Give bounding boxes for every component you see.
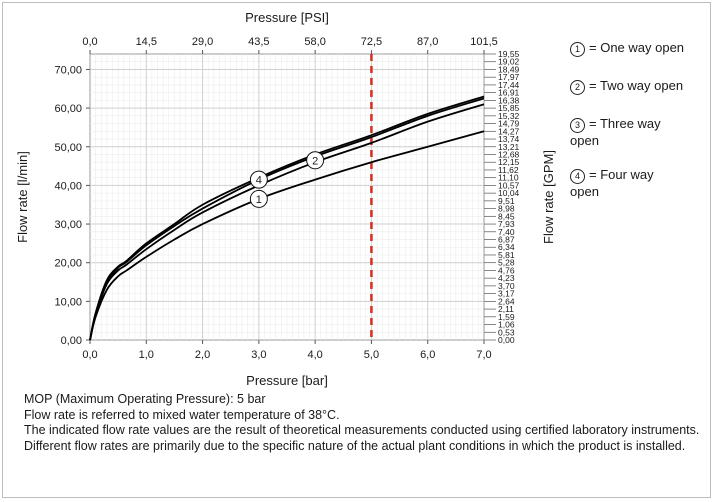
right-tick-label: 11,62 (498, 165, 519, 175)
legend-text-3: = Three way open (570, 116, 661, 148)
curve-marker-circle-4 (249, 170, 268, 189)
note-mop: MOP (Maximum Operating Pressure): 5 bar (24, 392, 266, 406)
series-line-4 (89, 95, 485, 341)
legend-number-1: 1 (570, 42, 585, 57)
curve-marker-circle-2 (306, 151, 325, 170)
right-tick-label: 6,87 (498, 235, 515, 245)
curve-marker-label-2: 2 (312, 155, 318, 167)
right-tick-label: 11,10 (498, 173, 519, 183)
y-tick-label: 70,00 (54, 64, 82, 76)
legend-number-2: 2 (570, 80, 585, 95)
top-tick-label: 14,5 (136, 36, 157, 48)
right-tick-label: 3,70 (498, 281, 515, 291)
note-measurements: The indicated flow rate values are the r… (24, 423, 700, 437)
y-tick-label: 50,00 (54, 142, 82, 154)
legend-item-3: 3 = Three way open (570, 116, 688, 148)
y-tick-label: 60,00 (54, 103, 82, 115)
legend-item-1: 1 = One way open (570, 40, 710, 57)
right-tick-label: 12,68 (498, 149, 520, 159)
right-tick-label: 17,44 (498, 80, 520, 90)
x-tick-label: 1,0 (139, 349, 154, 361)
y-tick-label: 20,00 (54, 258, 82, 270)
right-tick-label: 13,74 (498, 134, 520, 144)
top-tick-label: 0,0 (82, 36, 97, 48)
right-tick-label: 0,00 (498, 335, 515, 345)
x-tick-label: 2,0 (195, 349, 210, 361)
curve-marker-label-4: 4 (256, 175, 262, 187)
right-tick-label: 16,91 (498, 88, 520, 98)
note-plant-conditions: Different flow rates are primarily due t… (24, 438, 686, 453)
figure-frame (2, 2, 711, 498)
x-tick-label: 0,0 (82, 349, 97, 361)
top-tick-label: 87,0 (417, 36, 438, 48)
right-tick-label: 1,06 (498, 320, 515, 330)
x-tick-label: 7,0 (476, 349, 491, 361)
legend-text-2: = Two way open (589, 78, 684, 93)
right-tick-label: 15,32 (498, 111, 520, 121)
right-tick-label: 8,98 (498, 204, 515, 214)
top-tick-label: 29,0 (192, 36, 213, 48)
right-tick-label: 19,55 (498, 49, 520, 59)
right-tick-label: 8,45 (498, 211, 515, 221)
right-tick-label: 19,02 (498, 57, 520, 67)
right-tick-label: 4,76 (498, 265, 515, 275)
right-tick-label: 10,04 (498, 188, 520, 198)
x-tick-label: 5,0 (364, 349, 379, 361)
legend-text-1: = One way open (589, 40, 685, 55)
y-tick-label: 10,00 (54, 296, 82, 308)
series-line-1 (89, 130, 485, 341)
right-tick-label: 13,21 (498, 142, 520, 152)
y-tick-label: 0,00 (61, 335, 82, 347)
right-axis-title: Flow rate [GPM] (541, 150, 556, 244)
right-tick-label: 17,97 (498, 72, 520, 82)
right-tick-label: 3,17 (498, 289, 515, 299)
legend-text-4: = Four way open (570, 167, 654, 199)
right-tick-label: 16,38 (498, 95, 520, 105)
legend-number-3: 3 (570, 118, 585, 133)
chart-notes: MOP (Maximum Operating Pressure): 5 bar … (24, 392, 704, 454)
right-tick-label: 4,23 (498, 273, 515, 283)
right-tick-label: 7,40 (498, 227, 515, 237)
right-tick-label: 14,27 (498, 126, 520, 136)
top-tick-label: 101,5 (470, 36, 498, 48)
right-tick-label: 5,81 (498, 250, 515, 260)
legend-item-2: 2 = Two way open (570, 78, 710, 95)
right-tick-label: 1,59 (498, 312, 515, 322)
legend-number-4: 4 (570, 169, 585, 184)
y-tick-label: 30,00 (54, 219, 82, 231)
x-axis-title: Pressure [bar] (246, 373, 328, 388)
legend-item-4: 4 = Four way open (570, 167, 660, 199)
right-tick-label: 6,34 (498, 242, 515, 252)
right-tick-label: 14,79 (498, 119, 520, 129)
right-tick-label: 0,53 (498, 327, 515, 337)
note-temperature: Flow rate is referred to mixed water tem… (24, 407, 340, 422)
x-tick-label: 3,0 (251, 349, 266, 361)
right-tick-label: 9,51 (498, 196, 515, 206)
top-axis-title: Pressure [PSI] (245, 10, 329, 25)
right-tick-label: 2,64 (498, 296, 515, 306)
right-tick-label: 15,85 (498, 103, 520, 113)
y-axis-title: Flow rate [l/min] (15, 151, 30, 243)
curve-marker-circle-1 (249, 189, 268, 208)
top-tick-label: 72,5 (361, 36, 382, 48)
x-tick-label: 6,0 (420, 349, 435, 361)
top-tick-label: 58,0 (304, 36, 325, 48)
right-tick-label: 12,15 (498, 157, 520, 167)
right-tick-label: 7,93 (498, 219, 515, 229)
right-tick-label: 5,28 (498, 258, 515, 268)
y-tick-label: 40,00 (54, 180, 82, 192)
top-tick-label: 43,5 (248, 36, 269, 48)
curve-marker-label-1: 1 (256, 194, 262, 206)
x-tick-label: 4,0 (307, 349, 322, 361)
right-tick-label: 10,57 (498, 180, 520, 190)
right-tick-label: 18,49 (498, 64, 520, 74)
right-tick-label: 2,11 (498, 304, 514, 314)
